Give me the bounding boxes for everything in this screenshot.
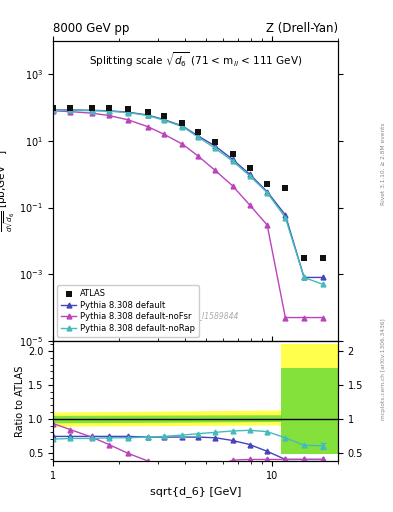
Pythia 8.308 default-noFsr <box>68 109 73 115</box>
Pythia 8.308 default-noFsr <box>107 113 111 119</box>
Pythia 8.308 default-noFsr <box>320 314 325 321</box>
ATLAS <box>144 108 151 116</box>
Pythia 8.308 default <box>126 109 130 115</box>
Line: Pythia 8.308 default-noRap: Pythia 8.308 default-noRap <box>51 108 325 287</box>
Pythia 8.308 default-noRap <box>247 173 252 179</box>
Text: mcplots.cern.ch [arXiv:1306.3436]: mcplots.cern.ch [arXiv:1306.3436] <box>381 318 386 419</box>
ATLAS <box>50 103 56 112</box>
Text: 8000 GeV pp: 8000 GeV pp <box>53 22 129 35</box>
ATLAS <box>212 138 219 146</box>
Pythia 8.308 default-noRap <box>126 110 130 116</box>
Pythia 8.308 default-noRap <box>213 145 218 152</box>
Pythia 8.308 default-noRap <box>89 108 94 114</box>
Pythia 8.308 default-noRap <box>51 107 55 113</box>
ATLAS <box>67 103 73 112</box>
Pythia 8.308 default-noFsr <box>265 222 270 228</box>
Pythia 8.308 default <box>51 107 55 113</box>
Pythia 8.308 default <box>107 108 111 114</box>
Pythia 8.308 default-noRap <box>230 158 235 164</box>
ATLAS <box>264 180 270 188</box>
Line: Pythia 8.308 default-noFsr: Pythia 8.308 default-noFsr <box>51 109 325 320</box>
ATLAS <box>301 254 307 263</box>
Line: Pythia 8.308 default: Pythia 8.308 default <box>51 108 325 280</box>
Pythia 8.308 default-noRap <box>196 134 200 140</box>
Y-axis label: $\frac{d\sigma}{d\sqrt{d_6}}$ [pb,GeV$^{-1}$]: $\frac{d\sigma}{d\sqrt{d_6}}$ [pb,GeV$^{… <box>0 150 17 232</box>
Pythia 8.308 default-noRap <box>302 274 307 281</box>
Pythia 8.308 default-noFsr <box>283 314 288 321</box>
Pythia 8.308 default-noFsr <box>302 314 307 321</box>
Pythia 8.308 default <box>180 123 185 129</box>
Legend: ATLAS, Pythia 8.308 default, Pythia 8.308 default-noFsr, Pythia 8.308 default-no: ATLAS, Pythia 8.308 default, Pythia 8.30… <box>57 285 199 337</box>
Pythia 8.308 default-noRap <box>180 123 185 130</box>
Pythia 8.308 default-noRap <box>68 107 73 113</box>
Pythia 8.308 default-noRap <box>283 215 288 221</box>
Pythia 8.308 default <box>196 133 200 139</box>
Pythia 8.308 default <box>247 171 252 177</box>
ATLAS <box>88 104 95 112</box>
ATLAS <box>106 104 112 113</box>
Pythia 8.308 default <box>320 274 325 281</box>
ATLAS <box>246 164 253 173</box>
ATLAS <box>179 119 185 127</box>
Pythia 8.308 default-noFsr <box>161 131 166 137</box>
ATLAS <box>125 105 131 114</box>
Pythia 8.308 default-noFsr <box>51 108 55 114</box>
Text: ATLAS_2017_I1589844: ATLAS_2017_I1589844 <box>152 311 239 320</box>
Pythia 8.308 default-noFsr <box>89 110 94 116</box>
Pythia 8.308 default-noFsr <box>247 202 252 208</box>
Pythia 8.308 default-noFsr <box>213 167 218 174</box>
Pythia 8.308 default-noRap <box>320 281 325 287</box>
Text: Splitting scale $\sqrt{d_6}$ (71 < m$_{ll}$ < 111 GeV): Splitting scale $\sqrt{d_6}$ (71 < m$_{l… <box>89 50 302 69</box>
Pythia 8.308 default <box>230 156 235 162</box>
Text: Z (Drell-Yan): Z (Drell-Yan) <box>266 22 338 35</box>
Pythia 8.308 default-noRap <box>145 113 150 119</box>
Pythia 8.308 default-noRap <box>265 189 270 196</box>
Pythia 8.308 default-noRap <box>107 108 111 114</box>
Pythia 8.308 default <box>161 116 166 122</box>
Pythia 8.308 default-noFsr <box>145 123 150 130</box>
ATLAS <box>320 254 326 263</box>
X-axis label: sqrt{d_6} [GeV]: sqrt{d_6} [GeV] <box>150 486 241 497</box>
Pythia 8.308 default-noRap <box>161 117 166 123</box>
Pythia 8.308 default <box>265 188 270 195</box>
Pythia 8.308 default <box>68 107 73 113</box>
ATLAS <box>195 129 201 137</box>
ATLAS <box>282 183 288 191</box>
Pythia 8.308 default <box>145 112 150 118</box>
Pythia 8.308 default-noFsr <box>230 183 235 189</box>
Pythia 8.308 default-noFsr <box>180 141 185 147</box>
Pythia 8.308 default <box>89 107 94 113</box>
Pythia 8.308 default-noFsr <box>196 153 200 159</box>
ATLAS <box>160 112 167 120</box>
Pythia 8.308 default-noFsr <box>126 117 130 123</box>
ATLAS <box>230 150 236 158</box>
Pythia 8.308 default <box>302 274 307 281</box>
Pythia 8.308 default <box>213 143 218 149</box>
Pythia 8.308 default <box>283 212 288 218</box>
Y-axis label: Ratio to ATLAS: Ratio to ATLAS <box>15 365 25 437</box>
Text: Rivet 3.1.10, ≥ 2.8M events: Rivet 3.1.10, ≥ 2.8M events <box>381 122 386 205</box>
